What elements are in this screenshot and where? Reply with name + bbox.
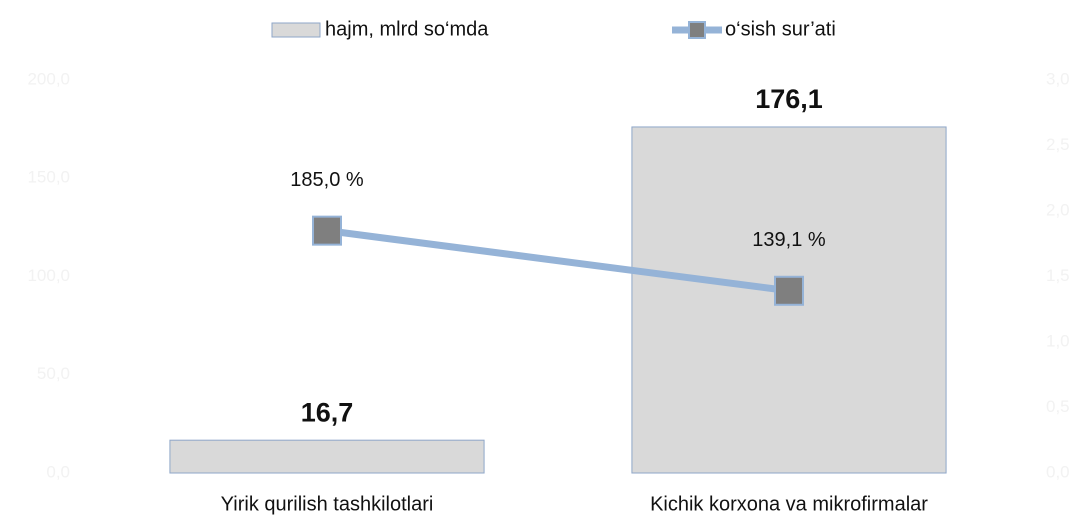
y-tick-label: 100,0 (27, 266, 70, 285)
y2-tick-label: 3,0 (1046, 69, 1070, 88)
y2-tick-label: 0,5 (1046, 397, 1070, 416)
y2-tick-label: 1,0 (1046, 331, 1070, 350)
legend-label: o‘sish sur’ati (725, 18, 836, 40)
x-tick-label: Kichik korxona va mikrofirmalar (650, 493, 928, 515)
legend-swatch (271, 22, 321, 38)
bar-value-label: 16,7 (301, 397, 354, 427)
line-marker (774, 275, 804, 306)
y-tick-label: 150,0 (27, 168, 70, 187)
line-marker (312, 215, 342, 246)
x-tick-label: Yirik qurilish tashkilotlari (221, 493, 434, 515)
y2-tick-label: 2,0 (1046, 200, 1070, 219)
line-value-label: 185,0 % (290, 169, 364, 191)
bar-value-label: 176,1 (755, 84, 823, 114)
y-tick-label: 50,0 (37, 364, 70, 383)
bar (169, 439, 485, 474)
y2-tick-label: 1,5 (1046, 266, 1070, 285)
y-tick-label: 200,0 (27, 69, 70, 88)
legend-label: hajm, mlrd so‘mda (325, 18, 489, 40)
y2-tick-label: 0,0 (1046, 462, 1070, 481)
legend-swatch (688, 21, 706, 39)
line (326, 227, 790, 295)
y2-tick-label: 2,5 (1046, 135, 1070, 154)
y-tick-label: 0,0 (46, 462, 70, 481)
line-value-label: 139,1 % (752, 229, 826, 251)
